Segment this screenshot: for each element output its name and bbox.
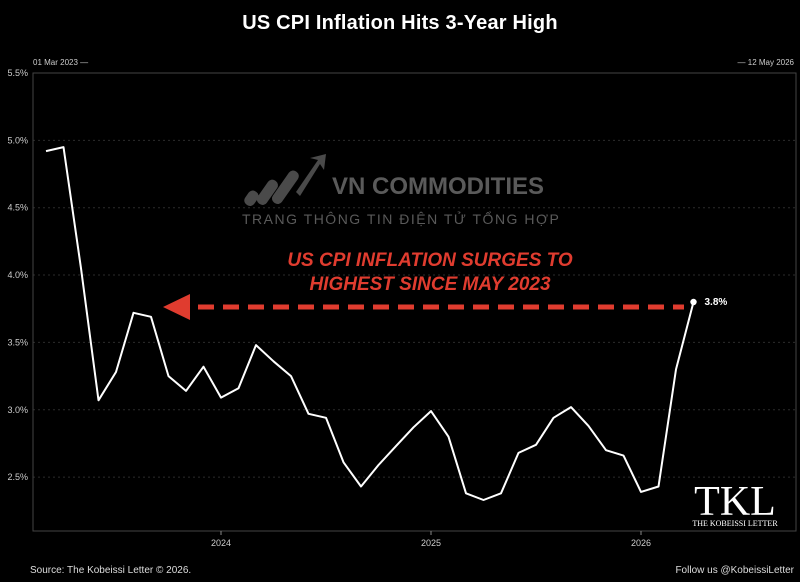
date-range-end: — 12 May 2026: [737, 58, 794, 67]
annotation-line-2: HIGHEST SINCE MAY 2023: [309, 274, 551, 295]
y-tick-label: 3.0%: [7, 405, 28, 415]
last-data-point: [690, 298, 697, 306]
axis-layer: 2.5% 3.0% 3.5% 4.0% 4.5% 5.0% 5.5% 2024 2025 2026: [7, 68, 797, 548]
cpi-line: [45, 146, 695, 501]
x-tick-label: 2025: [421, 538, 441, 548]
chart-title: US CPI Inflation Hits 3-Year High: [242, 12, 558, 34]
plot-frame: [32, 72, 797, 532]
series-layer: [45, 146, 697, 501]
watermark-logo-icon: [244, 154, 326, 207]
watermark-tagline: TRANG THÔNG TIN ĐIỆN TỬ TỔNG HỢP: [242, 210, 560, 227]
watermark-brand: VN COMMODITIES: [332, 173, 544, 200]
y-tick-label: 4.5%: [7, 203, 28, 213]
y-tick-label: 4.0%: [7, 270, 28, 280]
annotation-arrow-head: [163, 294, 190, 320]
source-text: Source: The Kobeissi Letter © 2026.: [30, 565, 192, 576]
y-tick-label: 3.5%: [7, 337, 28, 347]
last-value-label: 3.8%: [705, 297, 728, 308]
annotation: US CPI INFLATION SURGES TO HIGHEST SINCE…: [163, 250, 684, 320]
logo-mark: TKL: [694, 479, 776, 525]
x-tick-label: 2026: [631, 538, 651, 548]
kobeissi-logo: TKL THE KOBEISSI LETTER: [692, 479, 778, 528]
y-tick-label: 5.0%: [7, 135, 28, 145]
logo-name: THE KOBEISSI LETTER: [692, 519, 778, 528]
y-tick-label: 5.5%: [7, 68, 28, 78]
follow-text: Follow us @KobeissiLetter: [675, 565, 794, 576]
y-tick-label: 2.5%: [7, 472, 28, 482]
date-range-start: 01 Mar 2023 —: [33, 58, 89, 67]
watermark: VN COMMODITIES TRANG THÔNG TIN ĐIỆN TỬ T…: [242, 154, 560, 227]
annotation-line-1: US CPI INFLATION SURGES TO: [287, 250, 573, 271]
x-tick-label: 2024: [211, 538, 231, 548]
